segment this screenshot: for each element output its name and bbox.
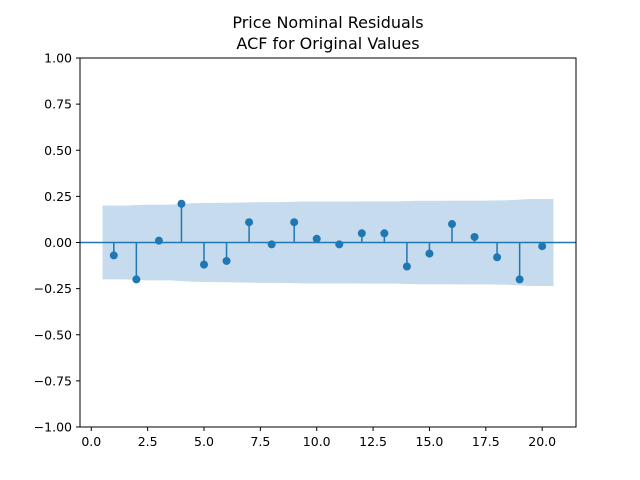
chart-title-line-1: Price Nominal Residuals [232, 13, 423, 32]
x-axis: 0.0 2.5 5.0 7.5 10.0 12.5 15.0 17.5 20.0 [81, 427, 556, 449]
acf-point-lag-17 [470, 232, 479, 241]
acf-point-lag-9 [290, 218, 299, 227]
y-tick-label-0: 1.00 [44, 51, 72, 66]
acf-point-lag-5 [200, 260, 208, 269]
x-tick-label-1: 2.5 [138, 434, 158, 449]
acf-point-lag-13 [380, 229, 389, 238]
x-tick-label-3: 7.5 [250, 434, 270, 449]
acf-point-lag-12 [357, 229, 366, 238]
acf-point-lag-16 [448, 220, 456, 229]
y-tick-label-5: −0.25 [34, 281, 72, 296]
acf-point-lag-3 [154, 236, 163, 245]
acf-point-lag-14 [402, 262, 411, 271]
acf-point-lag-4 [177, 199, 186, 208]
acf-point-lag-20 [538, 242, 547, 251]
x-tick-label-5: 12.5 [359, 434, 387, 449]
acf-point-lag-11 [335, 240, 344, 249]
y-tick-label-4: 0.00 [44, 235, 72, 250]
y-tick-label-6: −0.50 [34, 327, 72, 342]
acf-point-lag-18 [493, 253, 502, 262]
y-tick-label-8: −1.00 [34, 420, 72, 435]
acf-point-lag-2 [132, 275, 141, 284]
markers-layer [109, 199, 547, 284]
x-tick-label-4: 10.0 [303, 434, 331, 449]
x-tick-label-6: 15.0 [416, 434, 444, 449]
y-axis: 1.00 0.75 0.50 0.25 0.00 −0.25 −0.50 −0.75 −1.00 [34, 51, 80, 435]
x-tick-label-8: 20.0 [528, 434, 556, 449]
y-tick-label-2: 0.50 [44, 143, 72, 158]
acf-point-lag-15 [425, 249, 434, 258]
acf-point-lag-7 [245, 218, 254, 227]
x-tick-label-2: 5.0 [194, 434, 214, 449]
acf-point-lag-6 [222, 256, 231, 265]
chart-title-line-2: ACF for Original Values [236, 34, 419, 53]
acf-point-lag-1 [109, 251, 118, 260]
acf-point-lag-19 [515, 275, 524, 284]
acf-point-lag-8 [267, 240, 276, 249]
acf-point-lag-10 [312, 234, 321, 243]
y-tick-label-7: −0.75 [34, 373, 72, 388]
x-tick-label-7: 17.5 [472, 434, 500, 449]
y-tick-label-3: 0.25 [44, 189, 72, 204]
x-tick-label-0: 0.0 [81, 434, 101, 449]
y-tick-label-1: 0.75 [44, 97, 72, 112]
